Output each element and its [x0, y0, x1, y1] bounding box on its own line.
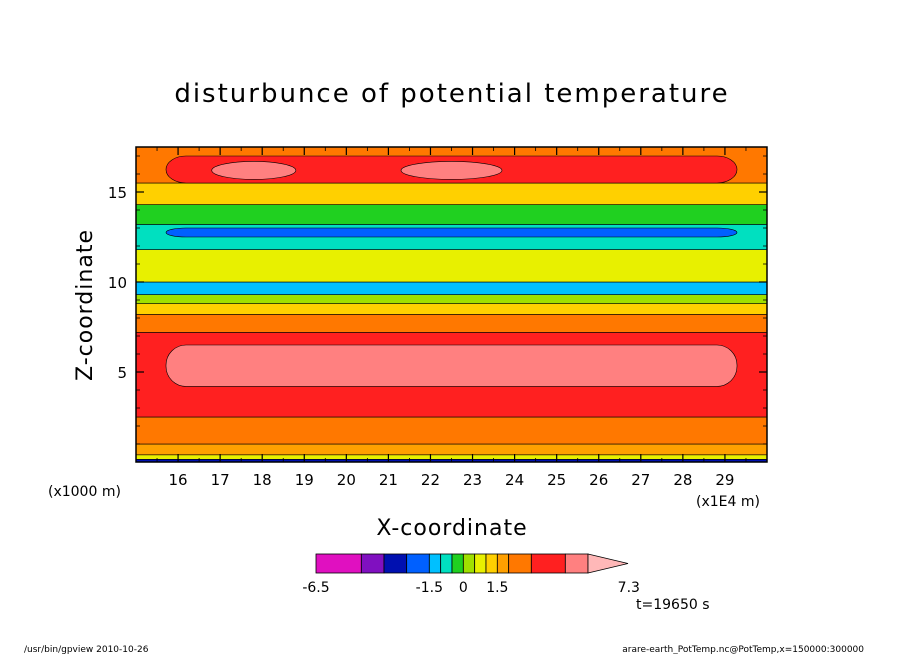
contour-band-7: [135, 303, 768, 315]
colorbar-swatch: [530, 553, 566, 574]
colorbar-tick-label: 1.5: [486, 580, 508, 596]
contour-band-5: [165, 344, 738, 387]
x-tick-label: 27: [631, 471, 650, 489]
colorbar-tick-label: 0: [459, 580, 468, 596]
contour-band-12: [165, 227, 738, 238]
contour-band-2: [135, 443, 768, 456]
colorbar-swatch: [474, 553, 487, 574]
contour-band-core-1: [400, 161, 503, 180]
x-tick-label: 26: [589, 471, 608, 489]
x-scale-label: (x1E4 m): [696, 494, 760, 510]
colorbar-swatch: [496, 553, 510, 574]
colorbar-swatch: [360, 553, 385, 574]
colorbar-arrow: [587, 553, 629, 574]
contour-band-core-0: [211, 161, 297, 180]
colorbar-swatch: [451, 553, 464, 574]
contour-band-13: [135, 204, 768, 225]
time-label: t=19650 s: [636, 597, 710, 613]
x-tick-label: 21: [379, 471, 398, 489]
footer-left: /usr/bin/gpview 2010-10-26: [24, 645, 149, 654]
x-tick-label: 22: [421, 471, 440, 489]
colorbar-swatch: [428, 553, 442, 574]
y-tick-label: 5: [117, 364, 127, 382]
x-tick-label: 19: [295, 471, 314, 489]
contour-band-6: [135, 314, 768, 333]
y-axis-label: Z-coordinate: [73, 229, 98, 381]
x-tick-label: 17: [211, 471, 230, 489]
y-scale-label: (x1000 m): [48, 484, 121, 500]
colorbar-tick-label: 7.3: [618, 580, 640, 596]
x-axis-ticks: 16 17 18 19 20 21 22 23 24 25 26 27 28 29: [156, 147, 747, 489]
contour-band-10: [135, 249, 768, 283]
colorbar: [315, 553, 629, 574]
colorbar-swatch: [508, 553, 532, 574]
x-tick-label: 20: [337, 471, 356, 489]
colorbar-swatch: [440, 553, 453, 574]
contour-band-14: [135, 182, 768, 205]
colorbar-swatch: [315, 553, 362, 574]
colorbar-swatch: [383, 553, 408, 574]
plot-area: 16 17 18 19 20 21 22 23 24 25 26 27 28 29 5 10 15: [108, 146, 768, 489]
colorbar-swatch: [406, 553, 430, 574]
x-tick-label: 23: [463, 471, 482, 489]
x-tick-label: 25: [547, 471, 566, 489]
chart-title: disturbunce of potential temperature: [174, 79, 729, 109]
y-tick-label: 15: [108, 184, 127, 202]
colorbar-swatch: [485, 553, 498, 574]
x-axis-label: X-coordinate: [376, 516, 527, 541]
contour-bands: [135, 146, 768, 463]
x-tick-label: 18: [253, 471, 272, 489]
colorbar-swatch: [564, 553, 589, 574]
colorbar-tick-label: -6.5: [302, 580, 329, 596]
x-tick-label: 24: [505, 471, 524, 489]
contour-band-8: [135, 294, 768, 304]
x-tick-label: 16: [169, 471, 188, 489]
y-axis-ticks: 5 10 15: [108, 155, 767, 445]
y-tick-label: 10: [108, 274, 127, 292]
contour-band-9: [135, 281, 768, 295]
colorbar-swatch: [462, 553, 476, 574]
x-tick-label: 29: [715, 471, 734, 489]
footer-right: arare-earth_PotTemp.nc@PotTemp,x=150000:…: [622, 645, 864, 654]
contour-band-3: [135, 416, 768, 445]
colorbar-tick-labels: -6.5 -1.5 0 1.5 7.3: [302, 580, 640, 596]
colorbar-tick-label: -1.5: [416, 580, 443, 596]
x-tick-label: 28: [673, 471, 692, 489]
